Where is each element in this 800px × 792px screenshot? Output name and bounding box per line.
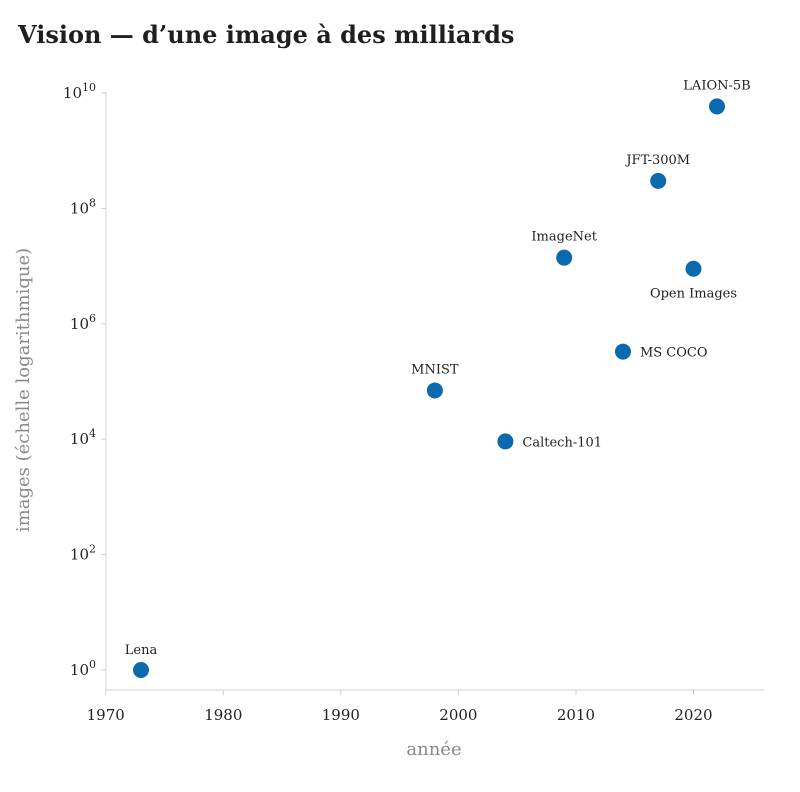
x-tick-label: 2000 xyxy=(439,706,477,724)
data-label: Open Images xyxy=(650,287,737,302)
x-axis-title: année xyxy=(406,739,461,760)
data-label: LAION-5B xyxy=(683,78,750,93)
data-point xyxy=(650,172,667,189)
data-label: MNIST xyxy=(411,362,459,377)
data-point xyxy=(709,98,725,115)
y-tick-label: 108 xyxy=(70,196,96,217)
chart-title: Vision — d’une image à des milliards xyxy=(18,20,515,49)
data-label: JFT-300M xyxy=(624,153,690,168)
data-label: MS COCO xyxy=(640,346,708,361)
y-axis-title: images (échelle logarithmique) xyxy=(13,248,34,532)
data-point xyxy=(497,433,514,450)
x-tick-label: 1990 xyxy=(322,706,360,724)
x-tick-label: 1970 xyxy=(87,706,125,724)
y-tick-label: 1010 xyxy=(63,81,96,102)
data-point xyxy=(133,662,149,678)
data-label: ImageNet xyxy=(531,230,597,245)
x-tick-label: 2010 xyxy=(557,706,595,724)
x-tick-label: 1980 xyxy=(204,706,242,724)
data-point xyxy=(614,343,631,360)
y-tick-label: 106 xyxy=(70,312,96,333)
x-tick-label: 2020 xyxy=(674,706,712,724)
data-point xyxy=(685,260,702,277)
data-point xyxy=(426,382,443,399)
data-label: Caltech-101 xyxy=(522,435,602,450)
y-tick-label: 104 xyxy=(70,427,96,448)
data-label: Lena xyxy=(125,643,158,658)
y-tick-label: 100 xyxy=(70,658,96,679)
y-tick-label: 102 xyxy=(70,543,96,564)
data-point xyxy=(556,249,573,266)
